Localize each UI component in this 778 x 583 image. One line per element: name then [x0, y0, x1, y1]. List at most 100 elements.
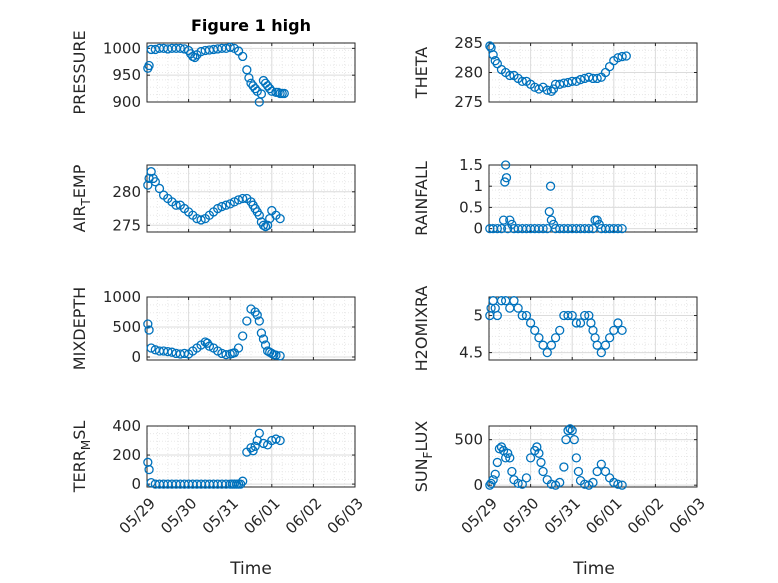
data-point	[262, 220, 273, 230]
x-tick-label: 06/03	[666, 494, 709, 537]
data-point	[252, 310, 262, 320]
data-point	[267, 86, 277, 96]
data-point	[279, 88, 289, 99]
data-point	[505, 303, 515, 313]
data-point	[567, 310, 577, 321]
data-point	[204, 341, 215, 351]
data-point	[507, 219, 517, 230]
data-point	[238, 331, 248, 341]
panel-2: 275 280 AIRTEMP	[70, 164, 356, 234]
figure-title: Figure 1 high	[191, 16, 311, 35]
data-point	[546, 340, 557, 350]
y-tick-label: 500	[454, 431, 483, 449]
data-point	[544, 206, 554, 217]
data-point	[496, 296, 507, 306]
data-point	[536, 457, 546, 468]
data-point	[532, 442, 542, 452]
y-label-part: TERR	[70, 450, 89, 493]
data-point	[575, 74, 586, 85]
data-point	[609, 477, 619, 488]
data-point	[592, 73, 602, 84]
y-tick-label: 0	[131, 348, 141, 366]
x-tick-label: 06/02	[282, 494, 325, 537]
data-point	[559, 78, 569, 88]
x-tick-label: 05/29	[116, 494, 159, 537]
x-tick-label: 06/02	[624, 494, 667, 537]
y-axis-label: PRESSURE	[70, 30, 89, 114]
x-tick-label: 06/01	[240, 494, 283, 537]
data-point	[521, 310, 532, 321]
data-point	[275, 435, 285, 446]
y-label-subscript: F	[421, 451, 435, 458]
data-point	[538, 223, 548, 234]
data-point	[254, 428, 264, 438]
y-label-part: SL	[70, 421, 89, 440]
data-point	[580, 310, 590, 321]
y-axis-label: MIXDEPTH	[70, 287, 89, 370]
x-tick-label: 05/31	[541, 494, 584, 537]
y-tick-label: 0.5	[459, 198, 483, 216]
y-tick-label: 0	[131, 475, 141, 493]
y-tick-label: 1000	[103, 288, 141, 306]
panel-1: 275 280 285 THETA	[412, 34, 698, 111]
data-point	[248, 446, 258, 456]
y-label-part: AIR	[70, 206, 89, 233]
panel-4: 0 500 1000 MIXDEPTH	[70, 287, 356, 370]
data-point	[260, 340, 271, 350]
y-axis-label: RAINFALL	[412, 161, 431, 236]
data-point	[235, 479, 246, 489]
data-point	[584, 223, 594, 234]
y-axis-label: THETA	[412, 47, 431, 99]
data-point	[548, 84, 559, 94]
y-axis-label: H2OMIXRA	[412, 286, 431, 372]
y-axis-label: SUNFLUX	[412, 421, 435, 493]
panel-0: 900 950 1000 PRESSURE	[70, 30, 356, 115]
data-point	[505, 70, 515, 81]
data-point	[488, 475, 498, 485]
data-point	[250, 441, 260, 451]
data-point	[621, 51, 631, 61]
axes-box	[146, 164, 356, 233]
data-point	[525, 318, 536, 328]
y-tick-label: 1	[473, 177, 483, 195]
data-point	[258, 438, 269, 449]
data-point	[521, 473, 532, 483]
data-point	[154, 183, 165, 194]
data-point	[254, 210, 264, 220]
data-point	[586, 318, 596, 328]
data-point	[258, 220, 269, 230]
data-point	[490, 469, 500, 479]
data-point	[555, 325, 565, 336]
y-tick-label: 200	[112, 446, 141, 464]
data-point	[167, 347, 177, 357]
data-point	[242, 316, 252, 326]
y-label-part: SUN	[412, 458, 431, 492]
data-point	[548, 219, 559, 230]
y-label-part: LUX	[412, 421, 431, 452]
data-point	[488, 50, 498, 60]
data-point	[271, 434, 281, 444]
data-point	[238, 476, 248, 486]
data-point	[567, 425, 577, 436]
data-point	[233, 343, 244, 353]
data-point	[613, 223, 623, 234]
data-point	[488, 296, 498, 306]
data-point	[146, 167, 156, 177]
data-point	[555, 477, 565, 488]
data-point	[545, 181, 556, 191]
data-point	[225, 42, 235, 52]
data-point	[517, 76, 527, 86]
data-point	[256, 89, 267, 99]
data-point	[507, 466, 517, 477]
data-point	[250, 83, 260, 94]
x-tick-label: 05/29	[458, 494, 501, 537]
data-point	[617, 223, 627, 234]
data-point	[575, 318, 586, 328]
data-point	[559, 462, 569, 472]
data-point	[617, 480, 627, 490]
x-axis-label-left: Time	[229, 559, 272, 579]
y-tick-label: 950	[112, 66, 141, 84]
